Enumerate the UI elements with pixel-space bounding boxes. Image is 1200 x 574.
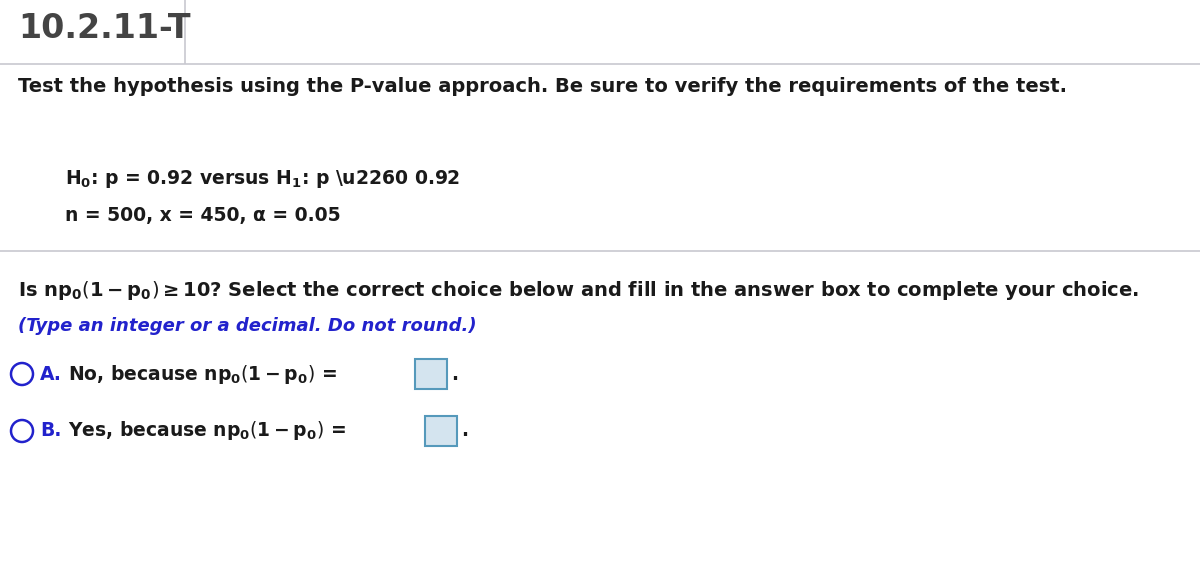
Text: Is $\mathbf{np_0\left(1-p_0\right) \geq 10}$? Select the correct choice below an: Is $\mathbf{np_0\left(1-p_0\right) \geq … <box>18 280 1139 302</box>
Text: 10.2.11-T: 10.2.11-T <box>18 13 191 45</box>
FancyBboxPatch shape <box>415 359 446 389</box>
Text: $\mathbf{H_0}$: p = 0.92 versus $\mathbf{H_1}$: p \u2260 0.92: $\mathbf{H_0}$: p = 0.92 versus $\mathbf… <box>65 168 461 190</box>
Text: No, because $\mathbf{np_0\left(1-p_0\right)}$ =: No, because $\mathbf{np_0\left(1-p_0\rig… <box>68 363 337 386</box>
Text: .: . <box>451 364 458 383</box>
FancyBboxPatch shape <box>425 416 457 446</box>
Text: Test the hypothesis using the P-value approach. Be sure to verify the requiremen: Test the hypothesis using the P-value ap… <box>18 77 1067 96</box>
Text: .: . <box>461 421 468 440</box>
Text: Yes, because $\mathbf{np_0\left(1-p_0\right)}$ =: Yes, because $\mathbf{np_0\left(1-p_0\ri… <box>68 420 346 443</box>
Text: n = 500, x = 450, α = 0.05: n = 500, x = 450, α = 0.05 <box>65 207 341 226</box>
Text: A.: A. <box>40 364 62 383</box>
Text: (Type an integer or a decimal. Do not round.): (Type an integer or a decimal. Do not ro… <box>18 317 476 335</box>
Text: B.: B. <box>40 421 61 440</box>
